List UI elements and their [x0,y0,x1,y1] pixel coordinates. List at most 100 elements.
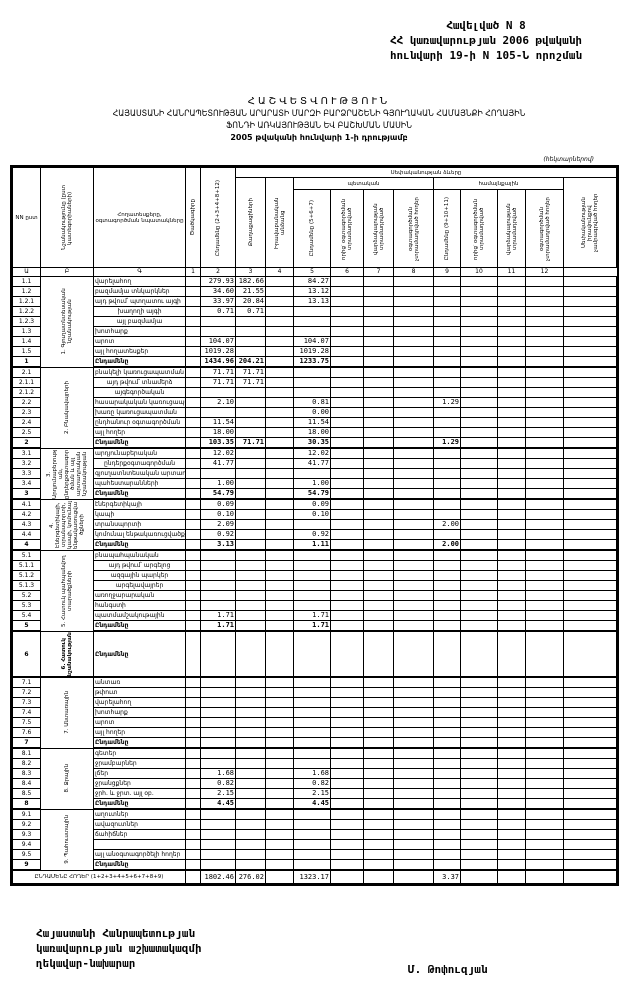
value-cell-col8 [433,859,461,871]
value-cell-col10 [497,387,526,398]
value-cell-col3 [265,697,294,708]
value-cell-col7 [393,788,434,799]
value-cell-col8 [433,366,461,378]
row-number: 2.1.1 [12,377,41,388]
land-type-name: խաղողի այգի [93,306,186,317]
value-cell-col12 [562,687,618,698]
value-cell-col6 [363,356,394,368]
value-cell-col4: 0.82 [293,778,331,789]
value-cell-col6 [363,549,394,561]
value-cell-col10 [497,560,526,571]
value-cell-col3 [265,326,294,337]
code-cell [185,600,201,611]
value-cell-col3 [265,286,294,297]
value-cell-col9 [460,798,498,810]
value-cell-col7 [393,849,434,860]
value-cell-col6 [363,788,394,799]
signatory-line: կառավարության աշխատակազմի [36,942,202,955]
value-cell-col12 [562,768,618,779]
land-type-name: թփուտ [93,687,186,698]
value-cell-col3 [265,296,294,307]
value-cell-col5 [330,447,364,459]
land-type-name: այլ անօգտագործելի հողեր [93,849,186,860]
value-cell-col8 [433,717,461,728]
value-cell-col3 [265,549,294,561]
code-cell [185,620,201,632]
column-number: 11 [497,267,526,277]
value-cell-col10 [497,509,526,520]
table-row: 3.1 3. Արդյունաբերության, ընդերքօգտագործմ… [12,447,618,500]
value-cell-col7 [393,590,434,601]
value-cell-col8: 2.00 [433,519,461,530]
value-cell-col2 [235,580,266,591]
value-cell-col7 [393,417,434,428]
code-cell [185,630,201,678]
value-cell-col3 [265,808,294,820]
value-cell-col12 [562,397,618,408]
row-number: 3.1 [12,447,41,459]
code-cell [185,768,201,779]
value-cell-col10 [497,336,526,347]
value-cell-col1: 1.71 [200,610,236,621]
land-type-name: այլ հողեր [93,727,186,738]
value-cell-col9 [460,687,498,698]
value-cell-col1: 2.15 [200,788,236,799]
value-cell-col2 [235,570,266,581]
value-cell-col6 [363,316,394,327]
code-cell [185,737,201,749]
value-cell-col6 [363,377,394,388]
value-cell-col3 [265,478,294,489]
value-cell-col6 [363,286,394,297]
row-number: 2.5 [12,427,41,438]
value-cell-col10 [497,707,526,718]
value-cell-col10 [497,549,526,561]
value-cell-col2 [235,447,266,459]
land-type-name: պահեստարանների [93,478,186,489]
value-cell-col5 [330,296,364,307]
land-type-name: այլ հողեր [93,427,186,438]
value-cell-col6 [363,407,394,418]
value-cell-col4: 1.00 [293,478,331,489]
value-cell-col6 [363,697,394,708]
value-cell-col5 [330,727,364,738]
value-cell-col11 [525,737,564,749]
value-cell-col12 [562,717,618,728]
value-cell-col4 [293,560,331,571]
value-cell-col8: 2.00 [433,539,461,551]
code-cell [185,387,201,398]
value-cell-col1 [200,687,236,698]
value-cell-col10 [497,737,526,749]
value-cell-col4: 104.07 [293,336,331,347]
land-type-name: ընդհանուր օգտագործման [93,417,186,428]
value-cell-col3 [265,859,294,871]
category-text: 2. Բնակավայրերի [64,381,70,434]
header-col12: Սեփականության իրավունքով չամրագրված հողե… [562,177,618,268]
value-cell-col11 [525,727,564,738]
code-cell [185,697,201,708]
value-cell-col12 [562,346,618,357]
value-cell-col11 [525,468,564,479]
value-cell-col1: 103.35 [200,437,236,449]
value-cell-col3 [265,488,294,500]
value-cell-col10 [497,570,526,581]
category-text: 8. Ջրային [64,764,70,793]
value-cell-col4: 0.81 [293,397,331,408]
value-cell-col8 [433,447,461,459]
land-fund-table: NN ըստ Նշանակությունը (ըստ կատեգորիաների… [9,165,620,886]
value-cell-col8 [433,768,461,779]
value-cell-col4 [293,819,331,830]
land-type-name: կոմունալ ենթակառուցվածքների [93,529,186,540]
value-cell-col9 [460,610,498,621]
value-cell-col11 [525,407,564,418]
row-number: 8.3 [12,768,41,779]
value-cell-col2 [235,676,266,688]
value-cell-col10 [497,758,526,769]
value-cell-col9 [460,859,498,871]
value-cell-col10 [497,580,526,591]
table-row: 4.2 կապի 0.10 0.10 [12,509,618,520]
value-cell-col5 [330,620,364,632]
table-row: 5.1.3 արգելավայրեր [12,580,618,591]
category-label: 6. Հատուկ նշանակության [40,630,94,678]
value-cell-col1: 1.68 [200,768,236,779]
value-cell-col9 [460,417,498,428]
